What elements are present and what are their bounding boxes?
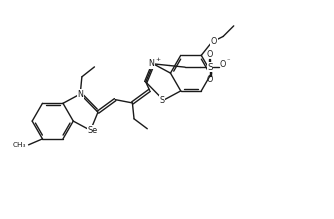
Text: S: S bbox=[159, 96, 164, 105]
Text: O: O bbox=[207, 50, 213, 59]
Text: O: O bbox=[211, 37, 217, 46]
Text: Se: Se bbox=[87, 126, 97, 135]
Text: S: S bbox=[207, 63, 213, 72]
Text: +: + bbox=[155, 57, 160, 62]
Text: CH₃: CH₃ bbox=[12, 142, 26, 148]
Text: N: N bbox=[77, 90, 83, 99]
Text: ⁻: ⁻ bbox=[227, 58, 230, 64]
Text: N: N bbox=[149, 59, 155, 68]
Text: O: O bbox=[220, 60, 226, 69]
Text: O: O bbox=[207, 75, 213, 84]
